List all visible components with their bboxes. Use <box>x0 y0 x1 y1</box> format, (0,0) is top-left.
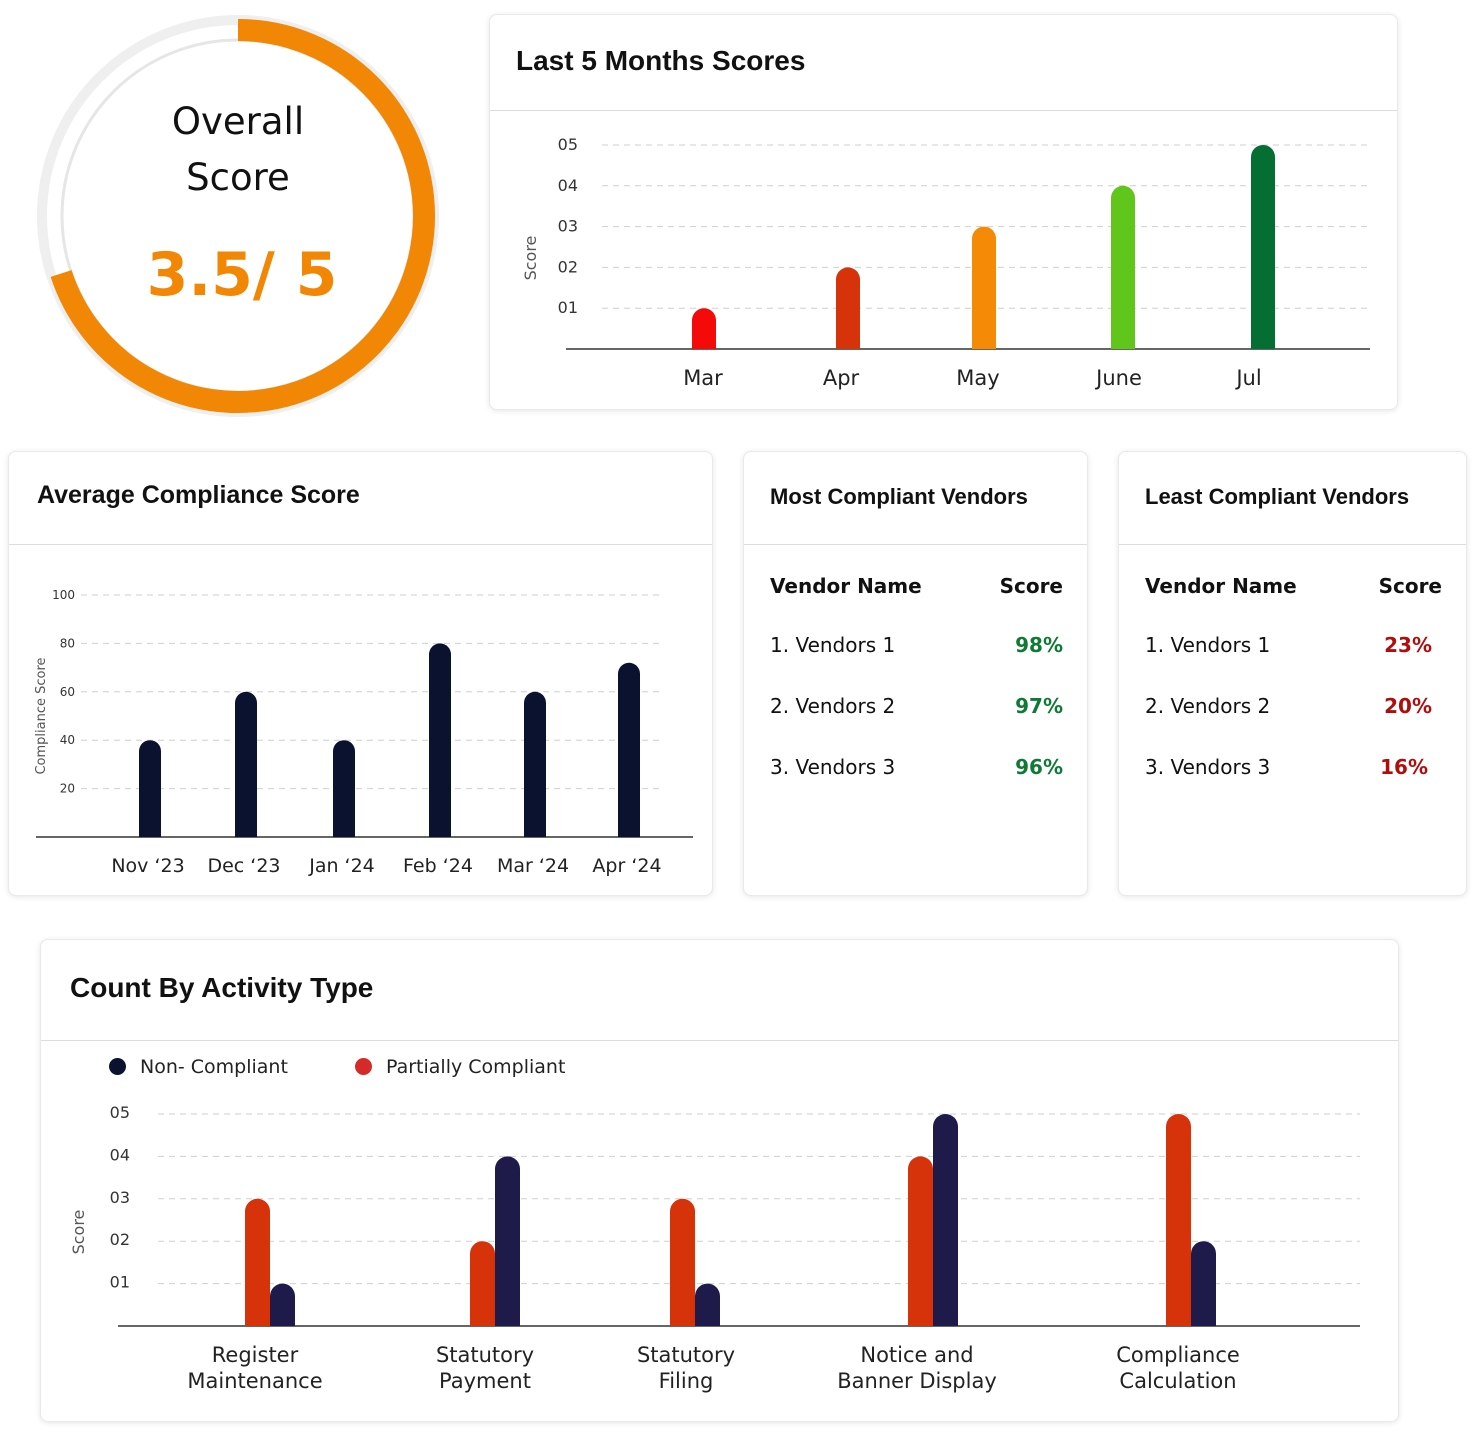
y-tick-label: 03 <box>558 217 578 236</box>
bar <box>692 308 716 349</box>
gauge-track-inner <box>60 38 416 394</box>
card-divider <box>744 544 1087 545</box>
card-divider <box>41 1040 1398 1041</box>
bar <box>524 691 546 837</box>
legend-label: Partially Compliant <box>386 1056 566 1078</box>
bar <box>429 643 451 837</box>
table-row: 1. Vendors 1 98% <box>770 633 1063 663</box>
last5-months-chart: 01 02 03 04 05 Score Mar Apr May June Jul <box>521 135 1370 390</box>
table-header: Vendor Name Score <box>1145 574 1442 604</box>
legend-dot-icon <box>109 1058 126 1075</box>
legend-non-compliant: Non- Compliant <box>109 1056 288 1078</box>
card-divider <box>490 110 1397 111</box>
bar <box>836 267 860 349</box>
y-tick-label: 20 <box>60 782 75 796</box>
table-row: 2. Vendors 2 97% <box>770 694 1063 724</box>
activity-type-title: Count By Activity Type <box>70 972 374 1003</box>
table-header: Vendor Name Score <box>770 574 1063 604</box>
vendor-score: 96% <box>1015 755 1063 779</box>
col-vendor-name: Vendor Name <box>770 574 922 598</box>
most-compliant-card: Most Compliant Vendors Vendor Name Score… <box>743 451 1088 896</box>
x-category-label: Apr ‘24 <box>592 855 661 877</box>
y-tick-label: 60 <box>60 685 75 699</box>
y-tick-label: 80 <box>60 636 75 650</box>
overall-score-gauge: Overall Score 3.5/ 5 <box>30 8 446 424</box>
table-row: 3. Vendors 3 16% <box>1145 755 1442 785</box>
y-tick-label: 40 <box>60 733 75 747</box>
avg-compliance-card: Average Compliance Score 20 40 60 80 100 Comp… <box>8 451 713 896</box>
x-category-label: Mar <box>683 366 723 390</box>
last5-months-card: Last 5 Months Scores 01 02 03 04 05 Score Mar A… <box>489 14 1398 410</box>
avg-compliance-title: Average Compliance Score <box>37 481 360 509</box>
least-compliant-card: Least Compliant Vendors Vendor Name Scor… <box>1118 451 1467 896</box>
vendor-name: 1. Vendors 1 <box>770 633 896 657</box>
vendor-name: 2. Vendors 2 <box>1145 694 1271 718</box>
y-tick-label: 01 <box>558 298 578 317</box>
gauge-ring <box>37 15 439 417</box>
legend-partially-compliant: Partially Compliant <box>355 1056 565 1078</box>
least-compliant-title: Least Compliant Vendors <box>1145 484 1410 509</box>
x-category-label: May <box>956 366 999 390</box>
vendor-name: 3. Vendors 3 <box>1145 755 1271 779</box>
vendor-score: 20% <box>1384 694 1432 718</box>
y-tick-label: 05 <box>558 135 578 154</box>
bar <box>139 740 161 837</box>
gauge-progress-arc <box>50 19 435 413</box>
bar <box>1251 145 1275 349</box>
x-category-label: Apr <box>823 366 860 390</box>
x-category-label: Jul <box>1234 366 1261 390</box>
x-category-label: June <box>1094 366 1142 390</box>
x-category-label: Mar ‘24 <box>497 855 569 877</box>
bar <box>618 662 640 837</box>
activity-type-card: Count By Activity Type <box>40 939 1399 1422</box>
overall-title-line1: Overall <box>171 100 305 143</box>
vendor-score: 16% <box>1380 755 1428 779</box>
col-score: Score <box>1378 574 1442 598</box>
table-row: 1. Vendors 1 23% <box>1145 633 1442 663</box>
y-axis-title: Score <box>521 236 540 281</box>
vendor-name: 1. Vendors 1 <box>1145 633 1271 657</box>
table-row: 2. Vendors 2 20% <box>1145 694 1442 724</box>
bar <box>235 691 257 837</box>
y-tick-label: 02 <box>558 257 578 276</box>
avg-compliance-chart: 20 40 60 80 100 Compliance Score Nov ‘23 Dec ‘2… <box>34 588 693 877</box>
table-row: 3. Vendors 3 96% <box>770 755 1063 785</box>
x-category-label: Jan ‘24 <box>308 855 375 877</box>
most-compliant-title: Most Compliant Vendors <box>770 484 1028 509</box>
vendor-score: 98% <box>1015 633 1063 657</box>
col-score: Score <box>999 574 1063 598</box>
y-tick-label: 04 <box>558 176 578 195</box>
y-axis-title: Compliance Score <box>34 657 49 774</box>
col-vendor-name: Vendor Name <box>1145 574 1297 598</box>
vendor-name: 3. Vendors 3 <box>770 755 896 779</box>
legend-dot-icon <box>355 1058 372 1075</box>
vendor-name: 2. Vendors 2 <box>770 694 896 718</box>
x-category-label: Dec ‘23 <box>207 855 280 877</box>
overall-score-value: 3.5/ 5 <box>146 240 338 310</box>
y-tick-label: 100 <box>52 588 75 602</box>
bar <box>972 226 996 349</box>
overall-title-line2: Score <box>186 156 290 199</box>
card-divider <box>9 544 712 545</box>
last5-months-title: Last 5 Months Scores <box>516 45 806 76</box>
vendor-score: 97% <box>1015 694 1063 718</box>
bar <box>333 740 355 837</box>
legend-label: Non- Compliant <box>140 1056 288 1078</box>
vendor-score: 23% <box>1384 633 1432 657</box>
x-category-label: Feb ‘24 <box>403 855 473 877</box>
bar <box>1111 185 1135 349</box>
x-category-label: Nov ‘23 <box>111 855 184 877</box>
card-divider <box>1119 544 1466 545</box>
